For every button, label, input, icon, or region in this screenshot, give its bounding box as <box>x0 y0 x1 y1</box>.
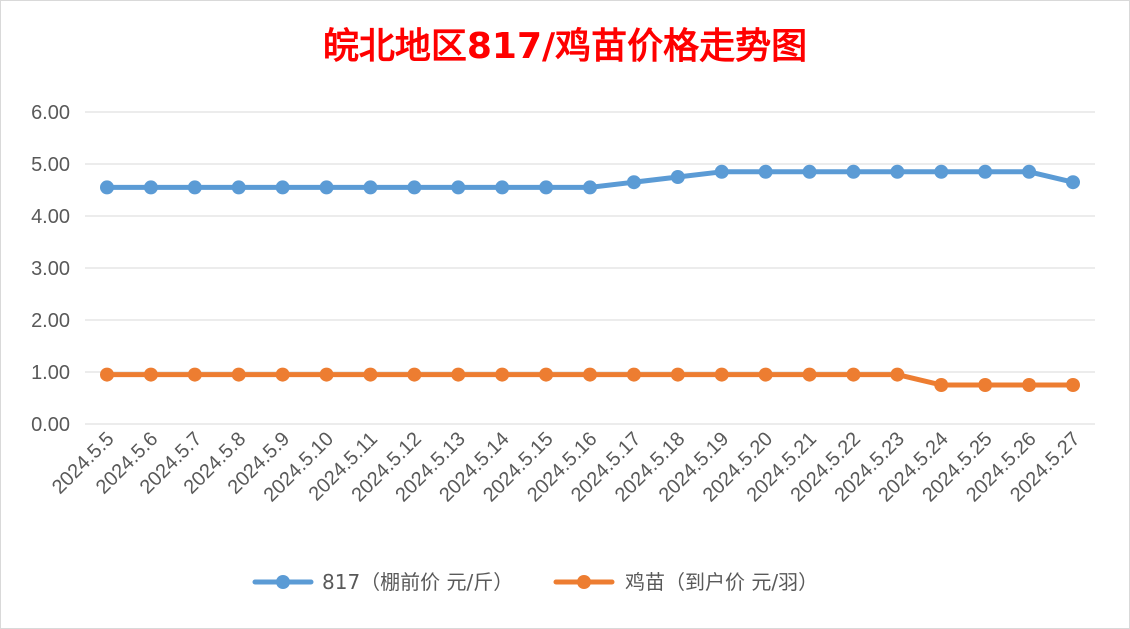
y-tick-label: 3.00 <box>31 258 70 280</box>
data-point <box>539 180 554 195</box>
y-tick-label: 6.00 <box>31 102 70 124</box>
data-point <box>714 367 729 382</box>
data-point <box>275 180 290 195</box>
data-point <box>495 180 510 195</box>
chart-title: 皖北地区817/鸡苗价格走势图 <box>323 26 807 67</box>
data-point <box>626 367 641 382</box>
data-point <box>714 164 729 179</box>
legend-swatch-marker <box>577 575 591 589</box>
data-point <box>275 367 290 382</box>
data-point <box>1022 378 1037 392</box>
data-point <box>1022 164 1037 179</box>
legend-label: 鸡苗（到户价 元/羽） <box>625 570 818 594</box>
series-group <box>100 164 1080 392</box>
data-point <box>846 164 861 179</box>
data-point <box>100 367 114 382</box>
data-point <box>1066 378 1080 392</box>
y-tick-label: 0.00 <box>31 414 70 436</box>
y-tick-label: 1.00 <box>31 362 70 384</box>
grid <box>85 111 1095 425</box>
data-point <box>451 367 466 382</box>
data-point <box>978 378 993 392</box>
data-point <box>758 164 773 179</box>
data-point <box>934 378 949 392</box>
data-point <box>758 367 773 382</box>
legend: 817（棚前价 元/斤） 鸡苗（到户价 元/羽） <box>252 570 818 594</box>
data-point <box>802 367 817 382</box>
data-point <box>143 367 158 382</box>
data-point <box>539 367 554 382</box>
data-point <box>231 180 246 195</box>
data-point <box>934 164 949 179</box>
data-point <box>802 164 817 179</box>
y-tick-label: 2.00 <box>31 310 70 332</box>
y-tick-label: 5.00 <box>31 154 70 176</box>
data-point <box>319 367 334 382</box>
data-point <box>231 367 246 382</box>
y-axis: 0.00 1.00 2.00 3.00 4.00 5.00 6.00 <box>31 102 70 436</box>
legend-label: 817（棚前价 元/斤） <box>322 570 513 594</box>
data-point <box>890 164 905 179</box>
data-point <box>626 175 641 190</box>
data-point <box>670 170 685 184</box>
data-point <box>143 180 158 195</box>
data-point <box>187 367 202 382</box>
data-point <box>407 367 422 382</box>
data-point <box>363 367 378 382</box>
legend-swatch-marker <box>276 575 290 589</box>
data-point <box>187 180 202 195</box>
data-point <box>670 367 685 382</box>
data-point <box>451 180 466 195</box>
data-point <box>583 180 597 195</box>
data-point <box>407 180 422 195</box>
y-tick-label: 4.00 <box>31 206 70 228</box>
data-point <box>846 367 861 382</box>
data-point <box>583 367 597 382</box>
data-point <box>978 164 993 179</box>
data-point <box>363 180 378 195</box>
data-point <box>890 367 905 382</box>
data-point <box>1066 175 1080 190</box>
data-point <box>495 367 510 382</box>
data-point <box>100 180 114 195</box>
data-point <box>319 180 334 195</box>
